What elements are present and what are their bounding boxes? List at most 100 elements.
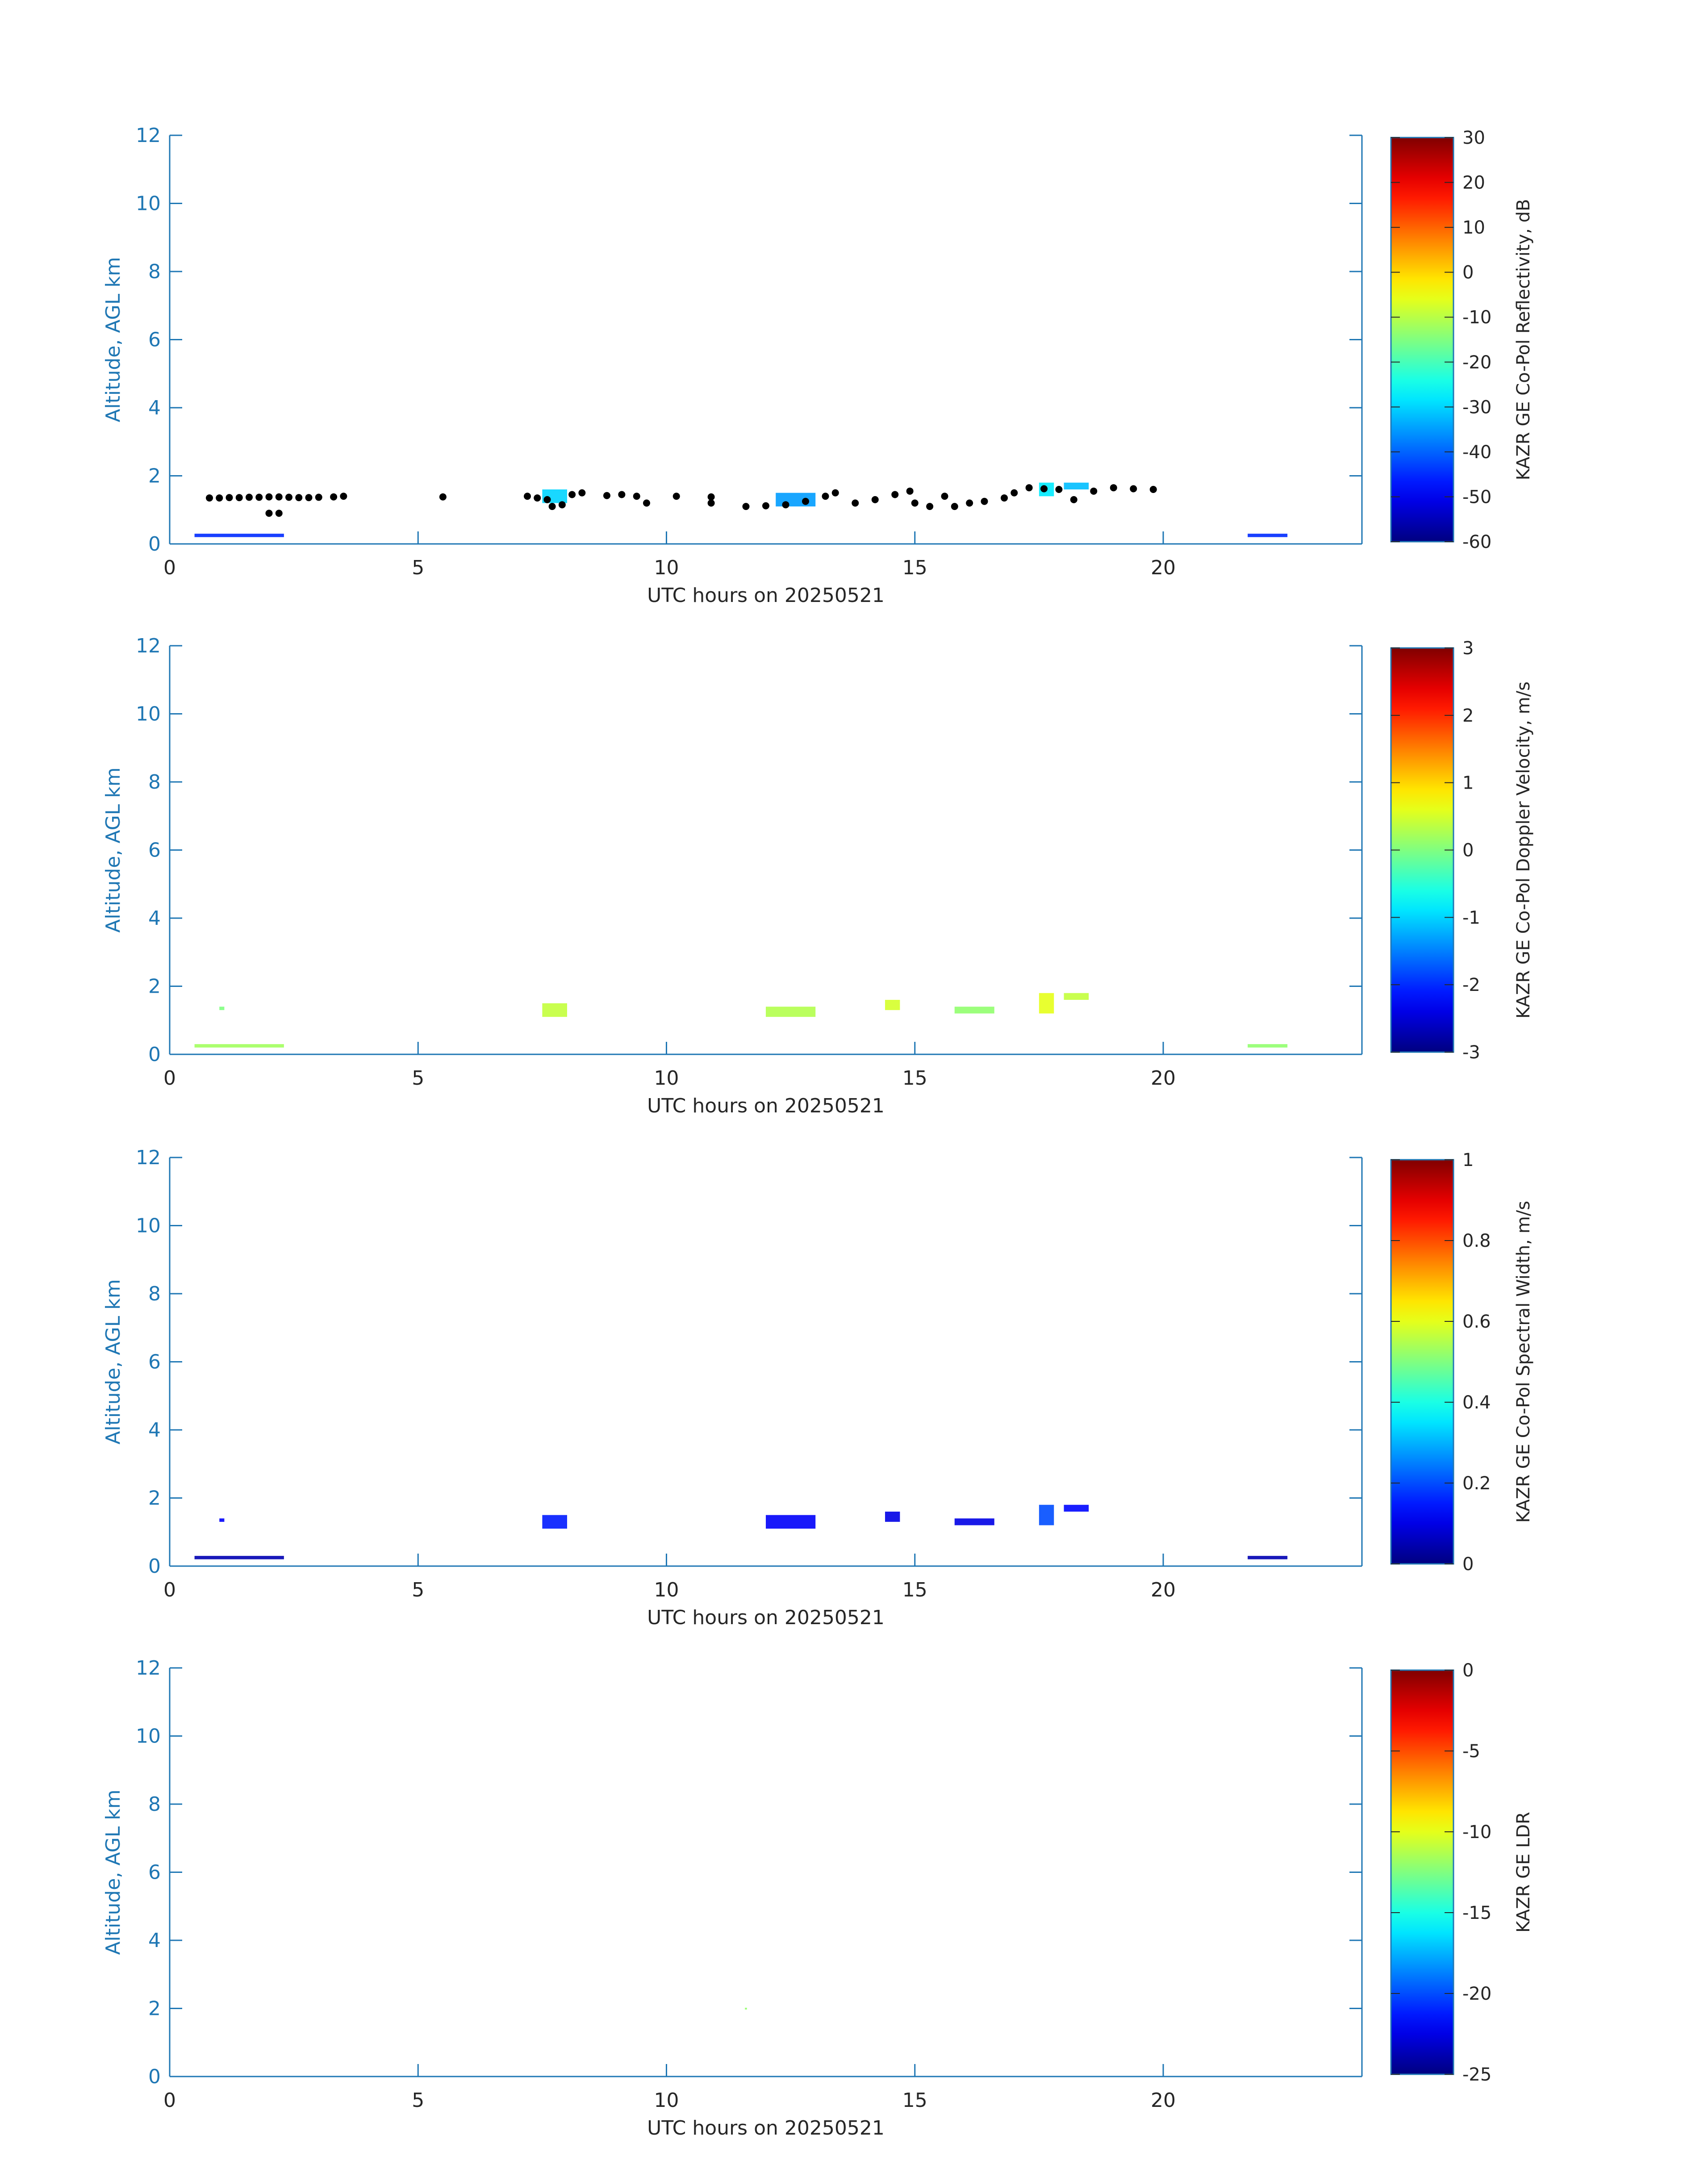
echo-cell [1039, 993, 1054, 1014]
y-tick-label: 12 [136, 1146, 161, 1169]
y-tick-label: 10 [136, 1725, 161, 1748]
cloud-base-marker [633, 493, 640, 500]
y-tick-label: 12 [136, 124, 161, 147]
x-tick-label: 20 [1151, 1579, 1176, 1601]
y-tick-label: 2 [148, 975, 161, 998]
colorbar-tick-label: -40 [1462, 442, 1491, 463]
colorbar [1390, 647, 1454, 1053]
y-tick-label: 4 [148, 907, 161, 930]
echo-cell [745, 2007, 747, 2010]
cloud-base-marker [216, 494, 223, 502]
panel-4: 0 2 4 6 8 10 12 0 5 10 15 20 UTC hours on 20250521 Al… [102, 1657, 1534, 2139]
colorbar-tick-label: -30 [1462, 397, 1491, 418]
cloud-base-marker [568, 491, 576, 498]
colorbar-tick-label: 0.8 [1462, 1231, 1491, 1251]
cloud-base-marker [206, 494, 213, 502]
x-tick-label: 0 [163, 1067, 176, 1090]
x-tick-label: 5 [412, 1579, 424, 1601]
cloud-base-marker [558, 501, 566, 509]
colorbar-label: KAZR GE Co-Pol Reflectivity, dB [1513, 199, 1534, 481]
cloud-base-marker [707, 499, 715, 507]
echo-cell [1064, 993, 1089, 1000]
colorbar-tick-label: -5 [1462, 1741, 1480, 1762]
echo-cell [219, 1518, 225, 1522]
x-tick-label: 15 [902, 2089, 927, 2112]
x-tick-label: 20 [1151, 2089, 1176, 2112]
y-tick-label: 4 [148, 1419, 161, 1442]
colorbar-tick-label: -50 [1462, 487, 1491, 507]
colorbar-tick-label: 1 [1462, 1150, 1474, 1170]
x-tick-label: 20 [1151, 556, 1176, 579]
cloud-base-marker [742, 503, 750, 510]
colorbar-tick-label: -25 [1462, 2064, 1491, 2085]
colorbar-tick-label: 0.4 [1462, 1392, 1491, 1413]
cloud-base-marker [981, 497, 988, 505]
colorbar-tick-label: 20 [1462, 173, 1485, 193]
cloud-base-marker [1110, 484, 1117, 492]
colorbar-tick-label: 3 [1462, 638, 1474, 659]
cloud-base-marker [1025, 484, 1033, 492]
colorbar-tick-label: 10 [1462, 217, 1485, 238]
cloud-base-marker [330, 493, 338, 501]
cloud-base-marker [226, 494, 233, 501]
colorbar-tick-label: -3 [1462, 1042, 1480, 1063]
x-tick-label: 10 [654, 1579, 679, 1601]
x-tick-label: 0 [163, 556, 176, 579]
colorbar-tick-label: -60 [1462, 532, 1491, 552]
y-tick-label: 0 [148, 1043, 161, 1066]
echo-cell [1248, 534, 1288, 537]
cloud-base-marker [305, 494, 313, 501]
echo-cell [885, 1000, 900, 1010]
colorbar-tick-label: -10 [1462, 1822, 1491, 1843]
echo-cell [1248, 1556, 1288, 1559]
x-tick-label: 5 [412, 2089, 424, 2112]
echo-cell [194, 1556, 284, 1559]
colorbar-label: KAZR GE Co-Pol Doppler Velocity, m/s [1513, 681, 1534, 1019]
y-tick-label: 0 [148, 533, 161, 556]
echo-cell [542, 1515, 567, 1529]
colorbar-tick-label: 0 [1462, 1660, 1474, 1681]
cloud-base-marker [524, 493, 531, 500]
colorbar-tick-label: 0.6 [1462, 1312, 1491, 1332]
y-tick-label: 2 [148, 1487, 161, 1510]
echo-cell [1064, 482, 1089, 489]
cloud-base-marker [235, 494, 243, 501]
cloud-base-marker [578, 489, 586, 497]
echo-cell [194, 534, 284, 537]
cloud-base-marker [285, 493, 292, 501]
x-tick-label: 15 [902, 1067, 927, 1090]
cloud-base-marker [911, 499, 919, 507]
x-axis-label: UTC hours on 20250521 [647, 584, 885, 607]
x-tick-label: 10 [654, 556, 679, 579]
cloud-base-marker [295, 494, 303, 501]
y-tick-label: 2 [148, 1997, 161, 2020]
cloud-base-marker [1149, 486, 1157, 493]
cloud-base-marker [822, 493, 829, 500]
y-axis-label: Altitude, AGL km [102, 1279, 125, 1444]
colorbar-tick-label: 30 [1462, 128, 1485, 148]
colorbar-tick-label: -1 [1462, 907, 1480, 928]
y-tick-label: 10 [136, 703, 161, 726]
colorbar [1390, 137, 1454, 543]
colorbar-tick-label: 0 [1462, 263, 1474, 283]
x-tick-label: 20 [1151, 1067, 1176, 1090]
echo-cell [766, 1515, 816, 1529]
cloud-base-marker [782, 501, 789, 509]
cloud-base-marker [265, 510, 273, 517]
y-tick-label: 0 [148, 2065, 161, 2088]
echo-cell [766, 1007, 816, 1017]
cloud-base-marker [618, 491, 626, 498]
echo-cell [219, 1007, 225, 1010]
cloud-base-marker [548, 503, 556, 510]
cloud-base-marker [1040, 485, 1048, 493]
cloud-base-marker [603, 492, 610, 499]
y-tick-label: 12 [136, 1657, 161, 1680]
colorbar-label: KAZR GE LDR [1513, 1812, 1534, 1933]
colorbar [1390, 1669, 1454, 2075]
cloud-base-marker [871, 496, 879, 503]
x-tick-label: 0 [163, 1579, 176, 1601]
cloud-base-marker [831, 489, 839, 497]
x-axis-label: UTC hours on 20250521 [647, 1606, 885, 1629]
